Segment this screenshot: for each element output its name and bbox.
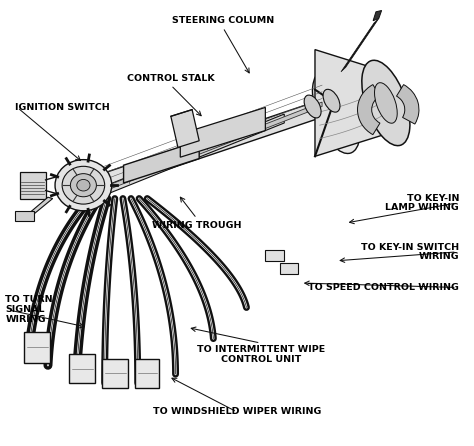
Polygon shape — [29, 197, 53, 214]
Polygon shape — [69, 354, 95, 383]
Wedge shape — [357, 85, 380, 135]
Polygon shape — [81, 96, 331, 198]
Text: STEERING COLUMN: STEERING COLUMN — [172, 16, 274, 25]
Polygon shape — [280, 263, 299, 274]
Text: TO TURN
SIGNAL
WIRING: TO TURN SIGNAL WIRING — [5, 296, 53, 324]
Text: TO INTERMITTENT WIPE
CONTROL UNIT: TO INTERMITTENT WIPE CONTROL UNIT — [197, 345, 325, 364]
Polygon shape — [171, 110, 199, 148]
Ellipse shape — [55, 160, 112, 211]
Polygon shape — [124, 141, 199, 183]
Polygon shape — [19, 172, 46, 198]
Text: IGNITION SWITCH: IGNITION SWITCH — [15, 103, 109, 112]
Text: TO KEY-IN
LAMP WIRING: TO KEY-IN LAMP WIRING — [385, 194, 459, 212]
Ellipse shape — [362, 60, 410, 146]
Ellipse shape — [62, 166, 105, 204]
Polygon shape — [91, 114, 284, 201]
Polygon shape — [136, 359, 159, 388]
Ellipse shape — [304, 95, 321, 118]
Text: TO KEY-IN SWITCH
WIRING: TO KEY-IN SWITCH WIRING — [361, 243, 459, 261]
Ellipse shape — [71, 173, 96, 197]
Ellipse shape — [77, 179, 90, 191]
Polygon shape — [102, 359, 128, 388]
Polygon shape — [180, 107, 265, 157]
Text: CONTROL STALK: CONTROL STALK — [127, 74, 215, 83]
Polygon shape — [315, 50, 386, 156]
Text: TO SPEED CONTROL WIRING: TO SPEED CONTROL WIRING — [308, 283, 459, 292]
Text: WIRING TROUGH: WIRING TROUGH — [152, 221, 242, 230]
Polygon shape — [265, 250, 284, 261]
Polygon shape — [373, 10, 382, 21]
Polygon shape — [15, 211, 34, 221]
Ellipse shape — [374, 83, 397, 123]
Wedge shape — [397, 85, 419, 124]
Polygon shape — [105, 102, 322, 191]
Text: TO WINDSHIELD WIPER WIRING: TO WINDSHIELD WIPER WIRING — [153, 408, 321, 417]
Polygon shape — [24, 332, 50, 363]
Ellipse shape — [312, 70, 360, 153]
Ellipse shape — [323, 89, 340, 112]
Polygon shape — [341, 18, 379, 72]
